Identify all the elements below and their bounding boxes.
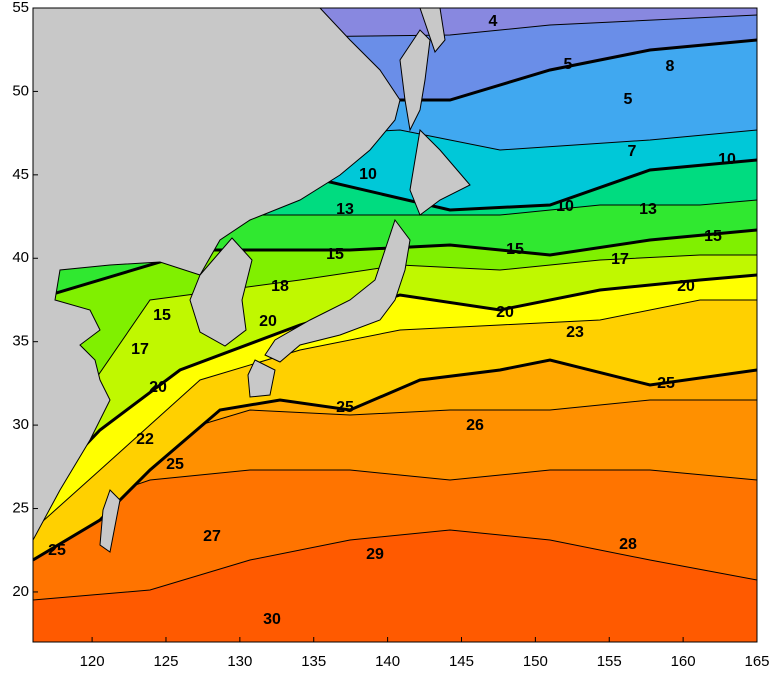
land xyxy=(33,8,471,553)
x-tick-label: 135 xyxy=(301,653,326,670)
contour-label: 10 xyxy=(718,151,736,168)
contour-label: 13 xyxy=(639,201,657,218)
x-tick-label: 130 xyxy=(227,653,252,670)
contour-label: 5 xyxy=(564,56,573,73)
y-tick-label: 55 xyxy=(12,0,29,16)
contour-label: 15 xyxy=(506,241,524,258)
contour-label: 8 xyxy=(666,58,675,75)
contour-label: 15 xyxy=(326,246,344,263)
x-tick-label: 150 xyxy=(523,653,548,670)
contour-label: 15 xyxy=(704,228,722,245)
contour-label: 25 xyxy=(48,542,66,559)
hokkaido xyxy=(409,128,471,216)
contour-label: 7 xyxy=(628,143,637,160)
contour-label: 15 xyxy=(153,307,171,324)
contour-label: 4 xyxy=(489,13,498,30)
korea xyxy=(189,237,253,347)
contour-label: 20 xyxy=(259,313,277,330)
mainland xyxy=(33,8,401,541)
x-tick-label: 160 xyxy=(671,653,696,670)
isotherm xyxy=(33,254,757,471)
contour-label: 30 xyxy=(263,611,281,628)
isotherm xyxy=(33,529,757,601)
isotherm xyxy=(33,299,757,531)
x-tick-label: 120 xyxy=(80,653,105,670)
contour-label: 10 xyxy=(556,198,574,215)
y-tick-label: 35 xyxy=(12,333,29,350)
contour-label: 22 xyxy=(136,431,154,448)
sakhalin xyxy=(399,29,431,132)
x-tick-label: 165 xyxy=(744,653,769,670)
x-tick-label: 125 xyxy=(153,653,178,670)
contour-label: 13 xyxy=(336,201,354,218)
isotherm xyxy=(33,358,757,562)
y-tick-label: 25 xyxy=(12,499,29,516)
contour-label: 23 xyxy=(566,324,584,341)
isotherm xyxy=(33,469,757,521)
y-tick-label: 50 xyxy=(12,82,29,99)
contour-label: 20 xyxy=(149,379,167,396)
axes: 120 125 130 135 140 145 150 155 160 1652025303540… xyxy=(12,0,769,670)
contour-label: 26 xyxy=(466,417,484,434)
y-tick-label: 45 xyxy=(12,166,29,183)
contour-label: 17 xyxy=(131,341,149,358)
honshu xyxy=(264,218,411,363)
y-tick-label: 20 xyxy=(12,583,29,600)
contour-label: 28 xyxy=(619,536,637,553)
y-tick-label: 40 xyxy=(12,249,29,266)
contour-label: 29 xyxy=(366,546,384,563)
contour-label: 25 xyxy=(657,375,675,392)
x-tick-label: 140 xyxy=(375,653,400,670)
x-tick-label: 155 xyxy=(597,653,622,670)
contour-label: 18 xyxy=(271,278,289,295)
contour-label: 25 xyxy=(336,399,354,416)
y-tick-label: 30 xyxy=(12,416,29,433)
contour-label: 17 xyxy=(611,251,629,268)
contour-label: 20 xyxy=(496,304,514,321)
kyushu xyxy=(247,359,276,398)
kamchatka xyxy=(419,8,446,54)
contour-label: 20 xyxy=(677,278,695,295)
contour-label: 27 xyxy=(203,528,221,545)
isotherm xyxy=(33,273,757,502)
x-tick-label: 145 xyxy=(449,653,474,670)
frame xyxy=(32,7,758,643)
taiwan xyxy=(99,489,121,553)
contour-label: 10 xyxy=(359,166,377,183)
contour-label: 5 xyxy=(624,91,633,108)
contour-label: 25 xyxy=(166,456,184,473)
